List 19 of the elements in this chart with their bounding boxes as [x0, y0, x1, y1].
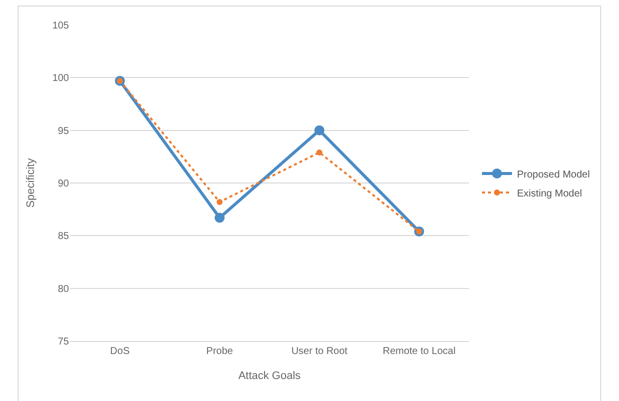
- y-tick-label: 95: [58, 126, 70, 137]
- point: [216, 198, 223, 205]
- point: [314, 125, 324, 136]
- y-tick-label: 85: [58, 231, 70, 242]
- x-tick-label: Remote to Local: [382, 346, 456, 357]
- legend-label: Proposed Model: [516, 169, 590, 180]
- point: [316, 149, 322, 156]
- y-tick-label: 90: [58, 178, 70, 190]
- y-axis-title: Specificity: [24, 158, 37, 208]
- y-tick-label: 100: [52, 73, 70, 84]
- x-tick-label: Probe: [206, 346, 234, 357]
- x-tick-label: User to Root: [291, 346, 348, 357]
- y-tick-label: 80: [58, 284, 70, 295]
- point: [214, 212, 225, 223]
- x-axis-title: Attack Goals: [238, 370, 302, 382]
- y-tick-label: 75: [58, 336, 70, 348]
- legend-label: Existing Model: [516, 188, 582, 200]
- x-tick-label: DoS: [110, 346, 130, 357]
- y-tick-label: 105: [52, 20, 70, 32]
